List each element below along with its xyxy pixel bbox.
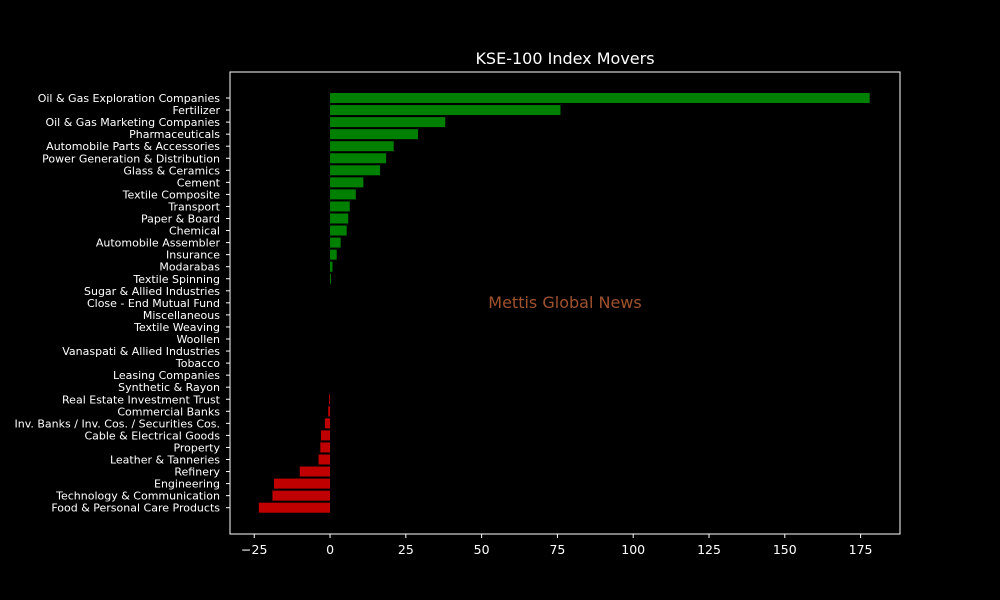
category-label: Commercial Banks	[117, 405, 220, 418]
bar-automobile-assembler	[330, 237, 341, 248]
bar-commercial-banks	[328, 406, 331, 417]
bar-property	[320, 442, 331, 453]
category-label: Glass & Ceramics	[123, 164, 220, 177]
category-label: Close - End Mutual Fund	[87, 297, 220, 310]
bar-power-generation-distribution	[330, 153, 387, 164]
category-label: Automobile Assembler	[96, 237, 221, 250]
category-label: Fertilizer	[172, 104, 220, 117]
category-label: Tobacco	[175, 357, 220, 370]
bar-textile-composite	[330, 189, 356, 200]
category-label: Textile Spinning	[132, 273, 220, 286]
bar-engineering	[273, 478, 331, 489]
category-label: Power Generation & Distribution	[42, 152, 220, 165]
x-tick-label: 25	[398, 542, 414, 557]
category-label: Cement	[177, 176, 221, 189]
x-ticks-group: −25 0 25 50 75 100 125 150 175	[241, 534, 873, 557]
bar-technology-communication	[272, 490, 331, 501]
category-label: Cable & Electrical Goods	[84, 429, 220, 442]
category-label: Property	[173, 441, 220, 454]
x-tick-label: −25	[241, 542, 267, 557]
category-label: Oil & Gas Marketing Companies	[45, 116, 220, 129]
bar-oil-gas-marketing-companies	[330, 117, 446, 128]
bar-insurance	[330, 249, 337, 260]
category-label: Miscellaneous	[143, 309, 220, 322]
bar-real-estate-investment-trust	[329, 394, 331, 405]
category-label: Insurance	[166, 249, 220, 262]
category-label: Pharmaceuticals	[129, 128, 220, 141]
x-tick-label: 75	[549, 542, 565, 557]
category-label: Refinery	[174, 466, 220, 479]
category-label: Synthetic & Rayon	[118, 381, 220, 394]
watermark: Mettis Global News	[488, 293, 641, 312]
category-label: Modarabas	[159, 261, 220, 274]
category-label: Woollen	[176, 333, 220, 346]
category-label: Textile Composite	[122, 188, 221, 201]
bar-oil-gas-exploration-companies	[330, 93, 870, 103]
category-label: Technology & Communication	[55, 490, 220, 503]
category-label: Engineering	[154, 478, 220, 491]
bar-pharmaceuticals	[330, 129, 418, 140]
bar-inv-banks-inv-cos-securities-cos	[324, 418, 331, 429]
bar-automobile-parts-accessories	[330, 141, 394, 152]
category-label: Chemical	[169, 225, 220, 238]
bar-fertilizer	[330, 105, 561, 116]
category-label: Automobile Parts & Accessories	[46, 140, 220, 153]
bar-cement	[330, 177, 364, 188]
x-tick-label: 175	[849, 542, 873, 557]
bar-transport	[330, 201, 350, 212]
bar-leather-tanneries	[318, 454, 331, 465]
bar-modarabas	[330, 261, 333, 272]
category-label: Oil & Gas Exploration Companies	[38, 92, 221, 105]
category-labels-group: Oil & Gas Exploration CompaniesFertilize…	[15, 92, 230, 515]
bars-group	[258, 93, 870, 513]
x-tick-label: 125	[697, 542, 721, 557]
category-label: Sugar & Allied Industries	[84, 285, 220, 298]
bar-refinery	[299, 466, 331, 477]
chart-title: KSE-100 Index Movers	[475, 49, 654, 68]
category-label: Textile Weaving	[133, 321, 220, 334]
x-tick-label: 100	[621, 542, 645, 557]
bar-food-personal-care-products	[258, 502, 331, 513]
bar-paper-board	[330, 213, 349, 224]
category-label: Leather & Tanneries	[110, 454, 220, 467]
category-label: Paper & Board	[141, 213, 220, 226]
category-label: Vanaspati & Allied Industries	[62, 345, 220, 358]
plot-frame	[229, 71, 901, 535]
bar-glass-ceramics	[330, 165, 381, 176]
category-label: Inv. Banks / Inv. Cos. / Securities Cos.	[15, 417, 220, 430]
category-label: Leasing Companies	[113, 369, 220, 382]
bar-textile-spinning	[330, 273, 331, 284]
category-label: Transport	[167, 200, 220, 213]
x-tick-label: 0	[326, 542, 334, 557]
category-label: Real Estate Investment Trust	[62, 393, 221, 406]
x-tick-label: 150	[773, 542, 797, 557]
bar-cable-electrical-goods	[320, 430, 331, 441]
category-label: Food & Personal Care Products	[51, 502, 220, 515]
x-tick-label: 50	[474, 542, 490, 557]
bar-chemical	[330, 225, 347, 236]
